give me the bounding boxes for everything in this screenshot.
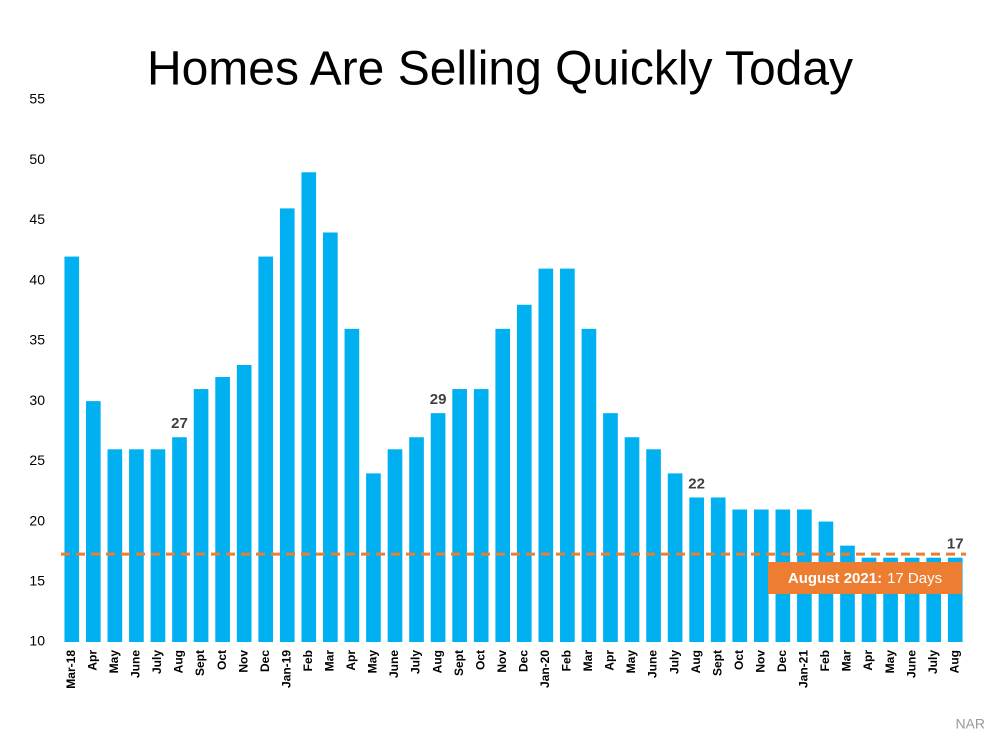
x-tick-label: May — [883, 650, 897, 674]
bar — [236, 364, 252, 642]
x-tick-label: Sept — [710, 650, 724, 676]
y-tick-label: 50 — [29, 151, 45, 167]
x-tick-label: Oct — [215, 650, 229, 670]
bar — [85, 401, 101, 642]
bar — [560, 268, 575, 642]
x-tick-label: Sept — [452, 650, 466, 676]
x-tick-label: June — [646, 650, 660, 678]
x-tick-label: Aug — [172, 650, 186, 673]
bar — [538, 268, 554, 642]
x-tick-label: Nov — [495, 650, 509, 673]
y-tick-label: 15 — [29, 572, 45, 588]
x-tick-label: Feb — [818, 650, 832, 671]
bar — [323, 232, 338, 642]
x-tick-label: Mar — [581, 650, 595, 672]
x-tick-label: July — [409, 650, 423, 674]
bar — [624, 437, 640, 642]
x-tick-label: Aug — [689, 650, 703, 673]
y-tick-label: 20 — [29, 512, 45, 528]
x-tick-label: Oct — [473, 650, 487, 670]
x-tick-label: Nov — [236, 650, 250, 673]
x-tick-label: June — [129, 650, 143, 678]
x-tick-label: Mar-18 — [64, 650, 78, 689]
x-tick-label: July — [150, 650, 164, 674]
bar — [366, 473, 381, 642]
data-label: 17 — [947, 536, 964, 553]
bar — [64, 256, 80, 642]
x-tick-label: Jan-20 — [538, 650, 552, 688]
annotation-box — [768, 562, 962, 594]
bar — [667, 473, 683, 642]
bar — [710, 497, 726, 642]
bar — [581, 328, 597, 642]
bar — [732, 509, 748, 642]
bar — [452, 389, 467, 642]
x-tick-label: Mar — [840, 650, 854, 672]
x-tick-label: Apr — [344, 650, 358, 671]
bar — [344, 328, 360, 642]
data-label: 29 — [430, 391, 447, 408]
x-tick-label: June — [387, 650, 401, 678]
x-tick-label: Apr — [85, 650, 99, 671]
y-tick-label: 55 — [29, 91, 45, 107]
bar — [409, 437, 424, 642]
x-tick-label: Oct — [732, 650, 746, 670]
x-tick-label: Nov — [753, 650, 767, 673]
bar — [150, 449, 166, 642]
data-label: 27 — [171, 415, 188, 432]
y-tick-label: 35 — [29, 332, 45, 348]
bar — [279, 208, 295, 642]
x-tick-label: Feb — [301, 650, 315, 671]
x-tick-label: Aug — [947, 650, 961, 673]
y-tick-label: 25 — [29, 452, 45, 468]
bar — [603, 413, 618, 642]
annotation-label: August 2021: — [788, 570, 882, 587]
bar — [473, 389, 489, 642]
bar — [516, 304, 532, 642]
y-tick-label: 30 — [29, 392, 45, 408]
x-tick-label: Dec — [516, 650, 530, 672]
bar — [301, 172, 317, 642]
data-label: 22 — [688, 475, 705, 492]
bar — [107, 449, 123, 642]
x-tick-label: July — [926, 650, 940, 674]
x-tick-label: May — [366, 650, 380, 674]
x-tick-label: Dec — [258, 650, 272, 672]
x-tick-label: Mar — [323, 650, 337, 672]
bar — [753, 509, 769, 642]
y-tick-label: 10 — [29, 633, 45, 649]
annotation-text: 17 Days — [887, 570, 942, 587]
bar — [689, 497, 704, 642]
x-tick-label: Apr — [603, 650, 617, 671]
chart-title: Homes Are Selling Quickly Today — [147, 43, 853, 96]
bar — [646, 449, 661, 642]
x-tick-label: Jan-21 — [797, 650, 811, 688]
bar — [129, 449, 144, 642]
x-tick-label: Aug — [430, 650, 444, 673]
bar — [215, 377, 230, 642]
y-tick-label: 45 — [29, 211, 45, 227]
x-tick-label: May — [107, 650, 121, 674]
annotation: August 2021: 17 Days — [788, 570, 942, 587]
bar — [495, 328, 511, 642]
x-tick-label: Dec — [775, 650, 789, 672]
x-tick-label: Feb — [560, 650, 574, 671]
bar — [172, 437, 187, 642]
bar — [430, 413, 446, 642]
bar — [258, 256, 274, 642]
bar — [193, 389, 209, 642]
x-tick-label: Jan-19 — [279, 650, 293, 688]
bar — [387, 449, 403, 642]
x-tick-label: Sept — [193, 650, 207, 676]
x-tick-label: June — [904, 650, 918, 678]
x-tick-label: May — [624, 650, 638, 674]
x-tick-label: Apr — [861, 650, 875, 671]
x-tick-label: July — [667, 650, 681, 674]
source: NAR — [955, 716, 985, 732]
y-tick-label: 40 — [29, 271, 45, 287]
